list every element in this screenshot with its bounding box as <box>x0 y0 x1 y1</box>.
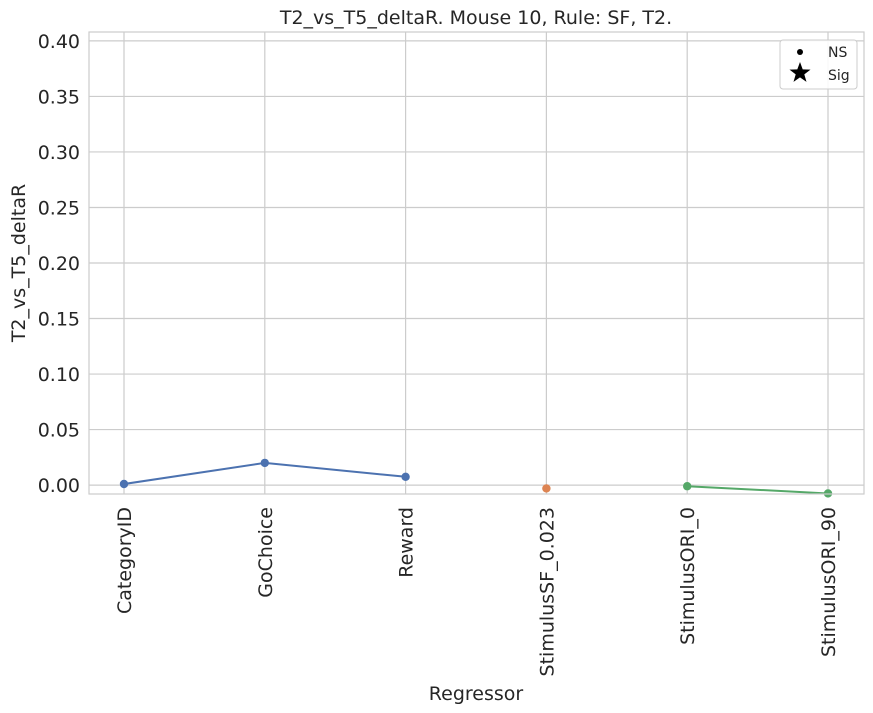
plot-frame <box>88 31 865 495</box>
dot-icon <box>797 49 803 55</box>
data-point <box>119 479 129 489</box>
y-tick-label: 0.20 <box>38 253 80 275</box>
data-point <box>542 484 551 493</box>
y-tick-label: 0.10 <box>38 364 80 386</box>
y-tick-label: 0.25 <box>38 197 80 219</box>
x-tick-label: Reward <box>396 507 418 578</box>
data-point <box>683 482 692 491</box>
y-tick-label: 0.30 <box>38 142 80 164</box>
x-tick-label: CategoryID <box>114 507 136 614</box>
data-point <box>401 472 410 481</box>
y-tick-label: 0.35 <box>38 86 80 108</box>
data-point <box>260 458 269 468</box>
x-axis-label: Regressor <box>429 683 524 705</box>
x-tick-label: StimulusSF_0.023 <box>536 507 558 676</box>
y-tick-labels: 0.00 0.05 0.10 0.15 0.20 0.25 0.30 0.35 0.40 <box>38 31 80 497</box>
series-line <box>687 485 829 495</box>
star-icon <box>789 62 811 82</box>
chart-title: T2_vs_T5_deltaR. Mouse 10, Rule: SF, T2. <box>279 7 672 29</box>
x-tick-label: StimulusORI_0 <box>677 507 699 645</box>
x-tick-labels: CategoryID GoChoice Reward StimulusSF_0.023… <box>114 507 840 676</box>
legend-label-ns: NS <box>828 45 847 61</box>
x-tick-label: StimulusORI_90 <box>818 507 840 657</box>
y-tick-label: 0.05 <box>38 420 80 442</box>
y-tick-label: 0.40 <box>38 31 80 53</box>
series-layer <box>119 458 833 498</box>
y-axis-label: T2_vs_T5_deltaR <box>8 184 30 343</box>
y-tick-label: 0.00 <box>38 475 80 497</box>
grid-layer <box>89 32 864 494</box>
legend-label-sig: Sig <box>828 68 850 84</box>
legend: NS Sig <box>779 39 858 90</box>
x-tick-label: GoChoice <box>255 507 277 598</box>
y-tick-label: 0.15 <box>38 309 80 331</box>
